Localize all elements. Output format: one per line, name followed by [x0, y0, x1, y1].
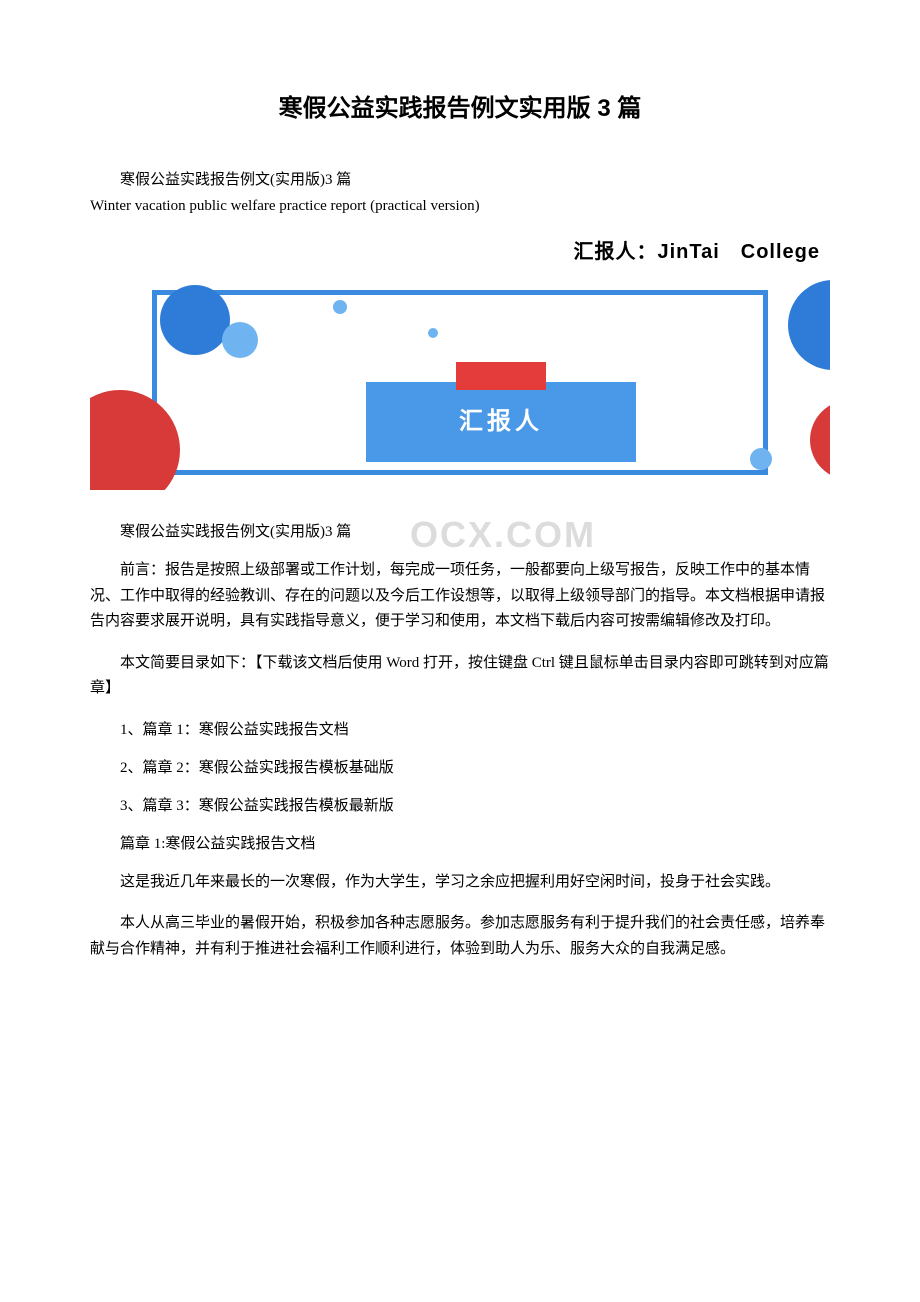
toc-item-2: 2、篇章 2：寒假公益实践报告模板基础版: [90, 756, 830, 780]
reporter-label: 汇报人：JinTai College: [573, 236, 820, 268]
subtitle-english: Winter vacation public welfare practice …: [90, 194, 830, 218]
subtitle-chinese: 寒假公益实践报告例文(实用版)3 篇: [90, 168, 830, 192]
decorative-dot: [788, 280, 830, 370]
toc-item-3: 3、篇章 3：寒假公益实践报告模板最新版: [90, 794, 830, 818]
body-paragraph-1: 这是我近几年来最长的一次寒假，作为大学生，学习之余应把握利用好空闲时间，投身于社…: [90, 870, 830, 896]
preface-paragraph: 前言：报告是按照上级部署或工作计划，每完成一项任务，一般都要向上级写报告，反映工…: [90, 558, 830, 635]
decorative-dot: [810, 400, 830, 480]
toc-item-1: 1、篇章 1：寒假公益实践报告文档: [90, 718, 830, 742]
cover-infographic: 汇报人：JinTai College 汇报人: [90, 230, 830, 490]
badge-box: 汇报人: [366, 382, 636, 462]
decorative-dot: [160, 285, 230, 355]
chapter-heading: 篇章 1:寒假公益实践报告文档: [90, 832, 830, 856]
repeat-title: 寒假公益实践报告例文(实用版)3 篇: [90, 520, 830, 544]
body-paragraph-2: 本人从高三毕业的暑假开始，积极参加各种志愿服务。参加志愿服务有利于提升我们的社会…: [90, 911, 830, 962]
badge-text: 汇报人: [459, 403, 543, 441]
decorative-dot: [750, 448, 772, 470]
badge-tab: [456, 362, 546, 390]
document-title: 寒假公益实践报告例文实用版 3 篇: [90, 90, 830, 128]
toc-intro: 本文简要目录如下：【下载该文档后使用 Word 打开，按住键盘 Ctrl 键且鼠…: [90, 651, 830, 702]
